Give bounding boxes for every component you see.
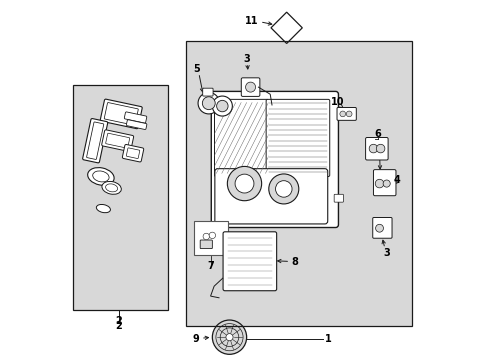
FancyBboxPatch shape bbox=[203, 88, 213, 96]
Circle shape bbox=[202, 97, 215, 110]
FancyBboxPatch shape bbox=[122, 144, 143, 162]
Circle shape bbox=[227, 166, 261, 201]
FancyBboxPatch shape bbox=[333, 194, 343, 202]
FancyBboxPatch shape bbox=[265, 99, 329, 176]
Circle shape bbox=[368, 144, 377, 153]
FancyBboxPatch shape bbox=[102, 130, 133, 152]
Bar bbox=[194, 221, 228, 255]
Circle shape bbox=[375, 224, 383, 232]
Bar bbox=[185, 41, 411, 327]
Circle shape bbox=[339, 111, 345, 117]
Ellipse shape bbox=[102, 181, 121, 194]
Text: 2: 2 bbox=[115, 316, 122, 326]
Circle shape bbox=[382, 180, 389, 187]
Text: 9: 9 bbox=[192, 334, 199, 344]
FancyBboxPatch shape bbox=[214, 169, 327, 224]
FancyBboxPatch shape bbox=[211, 91, 338, 228]
Circle shape bbox=[212, 320, 246, 354]
FancyBboxPatch shape bbox=[373, 170, 395, 196]
Text: 11: 11 bbox=[245, 16, 258, 26]
FancyBboxPatch shape bbox=[124, 112, 146, 123]
FancyBboxPatch shape bbox=[241, 78, 259, 96]
Circle shape bbox=[225, 334, 233, 341]
Circle shape bbox=[216, 100, 227, 112]
FancyBboxPatch shape bbox=[100, 99, 142, 129]
Circle shape bbox=[376, 144, 384, 153]
Text: 7: 7 bbox=[207, 261, 214, 271]
FancyBboxPatch shape bbox=[104, 103, 138, 125]
FancyBboxPatch shape bbox=[82, 118, 107, 163]
Text: 1: 1 bbox=[325, 334, 331, 344]
Circle shape bbox=[275, 181, 291, 197]
Text: 2: 2 bbox=[115, 321, 122, 331]
Ellipse shape bbox=[105, 184, 118, 192]
Text: 4: 4 bbox=[393, 175, 400, 185]
Bar bbox=[270, 12, 302, 44]
FancyBboxPatch shape bbox=[365, 138, 387, 160]
FancyBboxPatch shape bbox=[214, 99, 268, 176]
Text: 3: 3 bbox=[243, 54, 249, 64]
Text: 8: 8 bbox=[291, 257, 298, 267]
FancyBboxPatch shape bbox=[372, 217, 391, 238]
FancyBboxPatch shape bbox=[105, 133, 129, 148]
Bar bbox=[73, 85, 167, 310]
FancyBboxPatch shape bbox=[126, 120, 146, 130]
Circle shape bbox=[198, 93, 219, 114]
FancyBboxPatch shape bbox=[223, 232, 276, 291]
FancyBboxPatch shape bbox=[86, 122, 103, 159]
Circle shape bbox=[203, 233, 209, 240]
Bar bbox=[73, 85, 167, 310]
Text: 5: 5 bbox=[192, 64, 199, 74]
Ellipse shape bbox=[87, 168, 114, 185]
Ellipse shape bbox=[96, 204, 110, 213]
FancyBboxPatch shape bbox=[126, 148, 140, 158]
FancyBboxPatch shape bbox=[200, 240, 212, 249]
Text: 6: 6 bbox=[374, 129, 380, 139]
Text: 3: 3 bbox=[383, 248, 389, 258]
Circle shape bbox=[209, 232, 215, 239]
Circle shape bbox=[235, 174, 253, 193]
FancyBboxPatch shape bbox=[336, 108, 356, 120]
Bar bbox=[185, 41, 411, 327]
Circle shape bbox=[374, 179, 383, 188]
Circle shape bbox=[245, 82, 255, 92]
Text: 10: 10 bbox=[330, 97, 344, 107]
Circle shape bbox=[346, 111, 351, 117]
Circle shape bbox=[268, 174, 298, 204]
Circle shape bbox=[212, 96, 232, 116]
Ellipse shape bbox=[93, 171, 109, 182]
